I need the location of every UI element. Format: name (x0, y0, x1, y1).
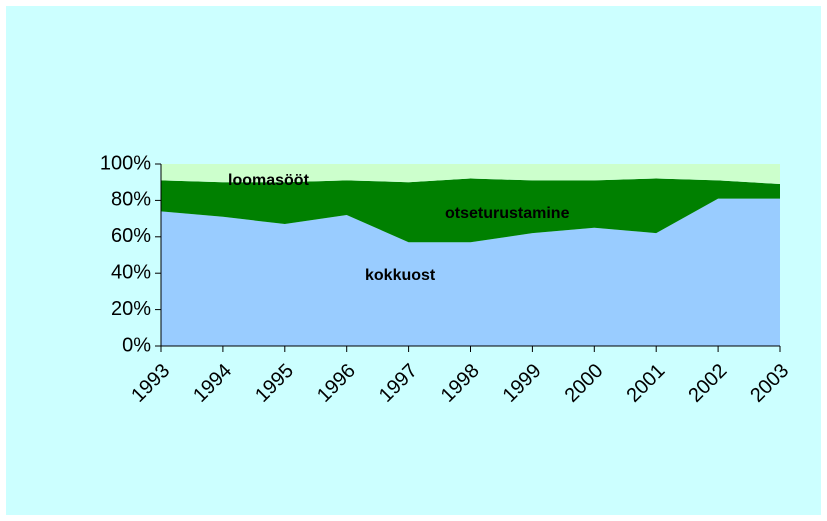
area (161, 178, 780, 243)
y-tick-label: 0% (122, 334, 151, 356)
y-tick-label: 40% (111, 261, 151, 283)
area (161, 198, 780, 346)
series-label: otseturustamine (445, 205, 570, 222)
y-tick-label: 20% (111, 298, 151, 320)
area (161, 164, 780, 185)
series-label: kokkuost (365, 267, 436, 284)
series-label: loomasööt (228, 172, 310, 189)
y-tick-label: 100% (100, 152, 151, 174)
y-tick-label: 80% (111, 189, 151, 211)
y-tick-label: 60% (111, 225, 151, 247)
